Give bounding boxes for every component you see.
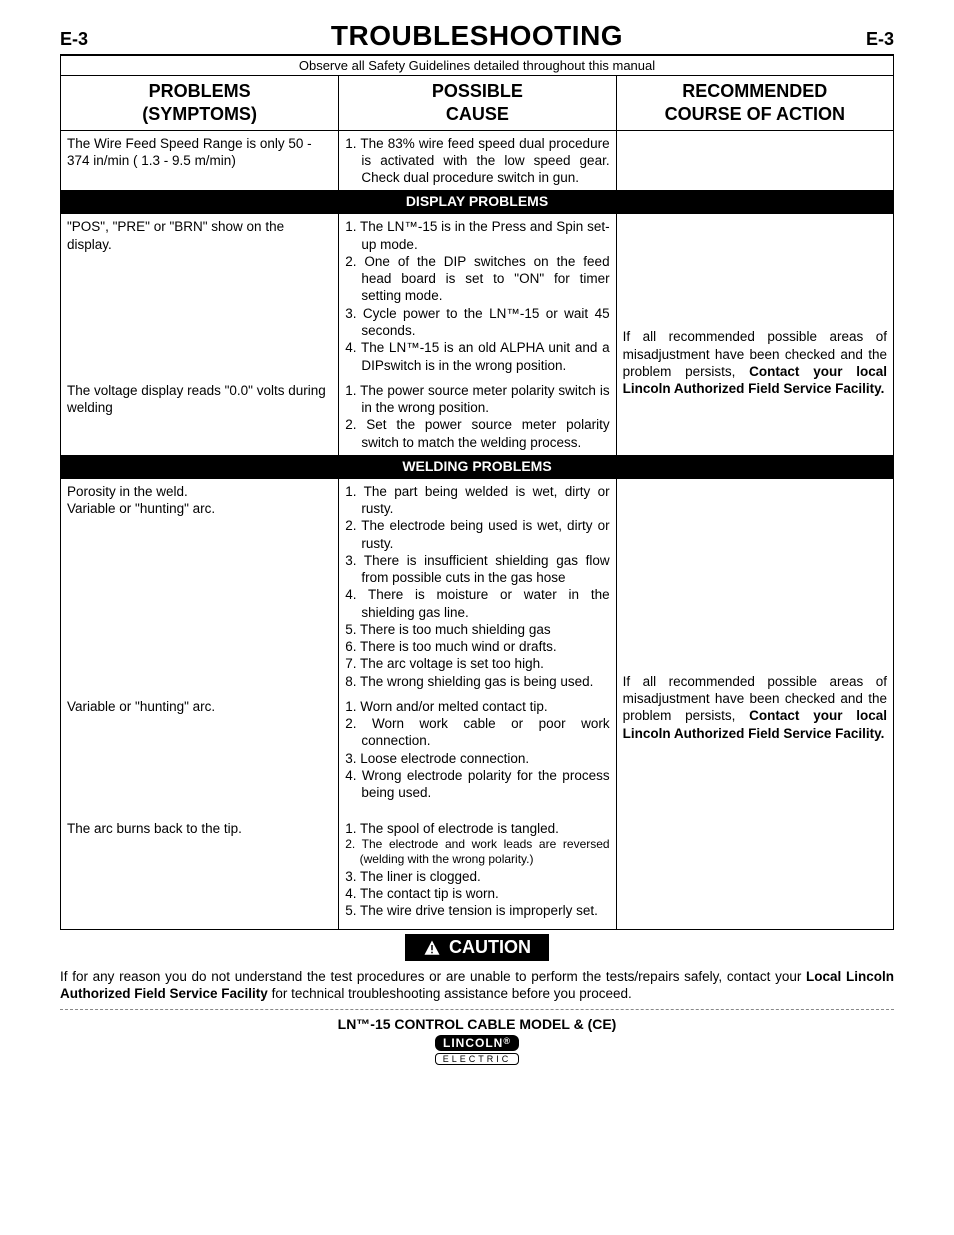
table-row: "POS", "PRE" or "BRN" show on the displa… bbox=[61, 214, 894, 378]
section-display-problems: DISPLAY PROBLEMS bbox=[61, 191, 893, 213]
list-item: 2. Worn work cable or poor work connecti… bbox=[345, 715, 609, 750]
symptom-porosity-a: Porosity in the weld. bbox=[67, 484, 188, 499]
cause-wfs: 1. The 83% wire feed speed dual procedur… bbox=[339, 130, 616, 191]
col-header-problems: PROBLEMS (SYMPTOMS) bbox=[61, 75, 339, 130]
safety-guideline: Observe all Safety Guidelines detailed t… bbox=[61, 56, 893, 75]
list-item: 2. Set the power source meter polarity s… bbox=[345, 416, 609, 451]
list-item: 4. The LN™-15 is an old ALPHA unit and a… bbox=[345, 339, 609, 374]
list-item: 1. The 83% wire feed speed dual procedur… bbox=[345, 135, 609, 187]
list-item: 2. The electrode and work leads are reve… bbox=[345, 837, 609, 868]
list-item: 1. The LN™-15 is in the Press and Spin s… bbox=[345, 218, 609, 253]
troubleshooting-table: Observe all Safety Guidelines detailed t… bbox=[60, 56, 894, 930]
caution-text-a: If for any reason you do not understand … bbox=[60, 969, 806, 984]
cause-pos: 1. The LN™-15 is in the Press and Spin s… bbox=[339, 214, 616, 378]
symptom-porosity: Porosity in the weld. Variable or "hunti… bbox=[61, 478, 339, 694]
caution-label: CAUTION bbox=[449, 937, 531, 958]
list-item: 5. There is too much shielding gas bbox=[345, 621, 609, 638]
symptom-burnback: The arc burns back to the tip. bbox=[61, 816, 339, 930]
symptom-wfs: The Wire Feed Speed Range is only 50 - 3… bbox=[61, 130, 339, 191]
list-item: 3. The liner is clogged. bbox=[345, 868, 609, 885]
lincoln-logo: LINCOLN® ELECTRIC bbox=[435, 1034, 519, 1065]
symptom-porosity-b: Variable or "hunting" arc. bbox=[67, 501, 215, 516]
section-welding-problems: WELDING PROBLEMS bbox=[61, 456, 893, 478]
page-number-left: E-3 bbox=[60, 29, 88, 50]
list-item: 7. The arc voltage is set too high. bbox=[345, 655, 609, 672]
list-item: 1. The power source meter polarity switc… bbox=[345, 382, 609, 417]
footer-model-name: LN™-15 CONTROL CABLE MODEL & (CE) bbox=[60, 1016, 894, 1032]
list-item: 5. The wire drive tension is improperly … bbox=[345, 902, 609, 919]
list-item: 1. The part being welded is wet, dirty o… bbox=[345, 483, 609, 518]
logo-bottom: ELECTRIC bbox=[435, 1053, 519, 1065]
list-item: 6. There is too much wind or drafts. bbox=[345, 638, 609, 655]
section-row: DISPLAY PROBLEMS bbox=[61, 191, 894, 214]
action-wfs-empty bbox=[616, 130, 893, 191]
table-row: Porosity in the weld. Variable or "hunti… bbox=[61, 478, 894, 694]
list-item: 3. Cycle power to the LN™-15 or wait 45 … bbox=[345, 305, 609, 340]
col-header-action: RECOMMENDED COURSE OF ACTION bbox=[616, 75, 893, 130]
list-item: 1. Worn and/or melted contact tip. bbox=[345, 698, 609, 715]
cause-volt: 1. The power source meter polarity switc… bbox=[339, 378, 616, 456]
caution-text-c: for technical troubleshooting assistance… bbox=[268, 986, 632, 1001]
caution-text: If for any reason you do not understand … bbox=[60, 968, 894, 1003]
col-header-action-a: RECOMMENDED bbox=[682, 81, 827, 101]
page-footer: LN™-15 CONTROL CABLE MODEL & (CE) LINCOL… bbox=[60, 1016, 894, 1067]
safety-row: Observe all Safety Guidelines detailed t… bbox=[61, 56, 894, 75]
list-item: 8. The wrong shielding gas is being used… bbox=[345, 673, 609, 690]
caution-badge: CAUTION bbox=[405, 934, 549, 961]
symptom-hunting: Variable or "hunting" arc. bbox=[61, 694, 339, 816]
cause-burnback: 1. The spool of electrode is tangled. 2.… bbox=[339, 816, 616, 930]
action-display: If all recommended possible areas of mis… bbox=[616, 214, 893, 455]
caution-block: CAUTION bbox=[60, 934, 894, 962]
page-number-right: E-3 bbox=[866, 29, 894, 50]
col-header-cause: POSSIBLE CAUSE bbox=[339, 75, 616, 130]
page-header: E-3 TROUBLESHOOTING E-3 bbox=[60, 20, 894, 56]
list-item: 4. Wrong electrode polarity for the proc… bbox=[345, 767, 609, 802]
col-header-cause-a: POSSIBLE bbox=[432, 81, 523, 101]
list-item: 4. The contact tip is worn. bbox=[345, 885, 609, 902]
section-row: WELDING PROBLEMS bbox=[61, 455, 894, 478]
list-item: 3. Loose electrode connection. bbox=[345, 750, 609, 767]
logo-top: LINCOLN® bbox=[435, 1035, 519, 1051]
col-header-action-b: COURSE OF ACTION bbox=[665, 104, 845, 124]
list-item: 2. The electrode being used is wet, dirt… bbox=[345, 517, 609, 552]
list-item: 4. There is moisture or water in the shi… bbox=[345, 586, 609, 621]
col-header-problems-a: PROBLEMS bbox=[149, 81, 251, 101]
table-header-row: PROBLEMS (SYMPTOMS) POSSIBLE CAUSE RECOM… bbox=[61, 75, 894, 130]
symptom-volt: The voltage display reads "0.0" volts du… bbox=[61, 378, 339, 456]
page-title: TROUBLESHOOTING bbox=[331, 20, 623, 52]
dashed-divider bbox=[60, 1009, 894, 1010]
symptom-pos: "POS", "PRE" or "BRN" show on the displa… bbox=[61, 214, 339, 378]
list-item: 3. There is insufficient shielding gas f… bbox=[345, 552, 609, 587]
list-item: 2. One of the DIP switches on the feed h… bbox=[345, 253, 609, 305]
cause-porosity: 1. The part being welded is wet, dirty o… bbox=[339, 478, 616, 694]
action-welding: If all recommended possible areas of mis… bbox=[616, 478, 893, 930]
warning-triangle-icon bbox=[423, 939, 441, 957]
cause-hunting: 1. Worn and/or melted contact tip. 2. Wo… bbox=[339, 694, 616, 816]
col-header-cause-b: CAUSE bbox=[446, 104, 509, 124]
table-row: The Wire Feed Speed Range is only 50 - 3… bbox=[61, 130, 894, 191]
list-item: 1. The spool of electrode is tangled. bbox=[345, 820, 609, 837]
col-header-problems-b: (SYMPTOMS) bbox=[142, 104, 257, 124]
